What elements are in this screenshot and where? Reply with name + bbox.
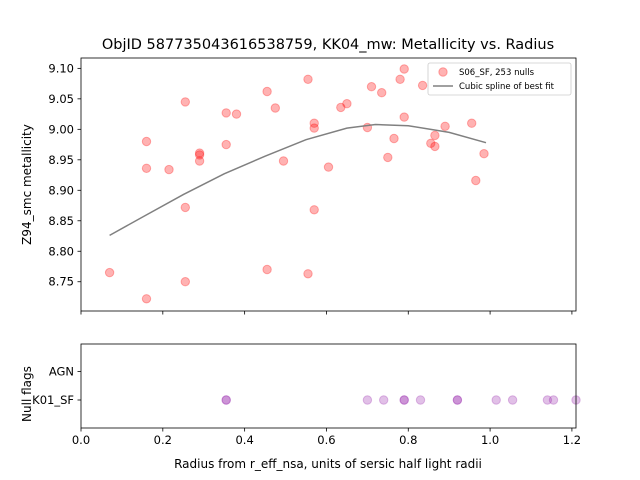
x-tick-label: 0.4 [235,433,253,447]
null-flag-point [221,395,231,405]
x-axis-ticks [80,311,573,315]
plot-frame [80,343,577,429]
y-tick-label: 9.00 [48,122,74,136]
x-axis-ticks: 0.0 0.2 0.4 0.6 0.8 1.0 1.2 [72,428,581,447]
chart-title: ObjID 587735043616538759, KK04_mw: Metal… [102,37,554,53]
data-point [426,138,436,149]
legend-label-line: Cubic spline of best fit [459,82,555,92]
data-point [194,148,205,158]
data-point [303,74,313,85]
y-axis-label: Null flags [20,366,34,422]
category-label: AGN [49,365,74,379]
legend-box [427,62,572,96]
y-tick-label: 9.05 [48,92,74,106]
y-tick-label: 8.75 [48,275,74,289]
null-flag-point [362,395,373,405]
data-point [180,277,191,287]
spline-line [109,123,487,237]
y-tick-label: 9.10 [48,61,74,75]
data-point [104,267,115,278]
data-point [141,136,152,147]
y-tick-label: 8.90 [48,183,74,197]
data-point [395,74,405,85]
x-tick-label: 0.8 [399,433,417,447]
data-point [399,64,409,74]
data-points [104,64,489,304]
data-point [467,118,477,128]
null-flag-point [399,395,409,405]
data-point [309,205,319,215]
data-point [479,149,489,159]
null-flag-point [548,395,559,405]
null-flag-point [379,395,389,405]
x-tick-label: 0.0 [72,433,90,447]
y-tick-label: 8.85 [48,214,74,228]
data-point [336,102,346,113]
data-point [164,164,174,175]
legend-label-points: S06_SF, 253 nulls [459,68,535,78]
legend: S06_SF, 253 nulls Cubic spline of best f… [427,62,572,96]
category-label: K01_SF [32,393,74,407]
y-axis-ticks: 8.75 8.80 8.85 8.90 8.95 9.00 9.05 9.10 [48,61,81,289]
data-point [221,139,231,150]
null-flag-point [542,395,553,405]
metallicity-plot: 8.75 8.80 8.85 8.90 8.95 9.00 9.05 9.10 Z94_smc… [20,57,577,315]
data-point [323,162,334,172]
data-point [309,118,319,128]
x-tick-label: 0.6 [317,433,335,447]
category-ticks: K01_SF AGN [32,365,81,407]
data-point [471,175,481,186]
data-point [141,163,152,174]
data-point [221,108,231,118]
data-point [231,109,242,119]
null-flag-point [452,395,463,405]
data-point [366,82,377,92]
x-axis-label: Radius from r_eff_nsa, units of sersic h… [174,457,482,471]
null-flag-point [221,395,231,405]
null-flag-point [452,395,463,405]
data-point [389,133,399,144]
data-point [383,152,393,163]
data-point [180,202,191,213]
null-flag-point [399,395,409,405]
data-point [262,86,272,97]
x-tick-label: 1.0 [481,433,499,447]
null-flag-point [507,395,518,405]
x-tick-label: 0.2 [154,433,172,447]
data-point [194,150,205,160]
data-point [180,97,191,107]
data-point [141,294,152,304]
data-point [399,112,409,122]
null-flag-points [221,395,581,405]
data-point [417,80,428,91]
data-point [270,103,280,113]
null-flag-point [491,395,501,405]
data-point [303,269,313,279]
data-point [342,99,352,109]
y-tick-label: 8.95 [48,153,74,167]
data-point [262,264,272,275]
null-flag-point [415,395,426,405]
data-point [278,156,289,166]
data-point [440,121,450,132]
x-tick-label: 1.2 [563,433,581,447]
null-flags-plot: K01_SF AGN 0.0 0.2 0.4 0.6 0.8 1.0 1.2 Null fla… [20,343,581,471]
y-tick-label: 8.80 [48,244,74,258]
plot-frame [80,57,577,312]
legend-marker-points [438,67,448,77]
data-point [309,123,319,133]
spline-curve [109,123,487,237]
data-point [194,156,205,166]
data-point [377,88,387,98]
y-axis-label: Z94_smc metallicity [20,124,34,245]
data-point [430,141,440,152]
data-point [430,130,440,141]
